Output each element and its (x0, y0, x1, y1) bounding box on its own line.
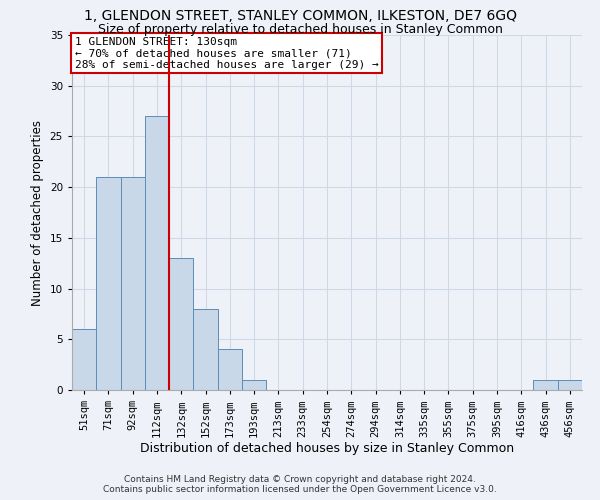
Bar (218, 350, 242, 390)
Bar (169, 258, 193, 390)
Bar (145, 116, 169, 390)
Bar (533, 380, 558, 390)
Text: Size of property relative to detached houses in Stanley Common: Size of property relative to detached ho… (98, 22, 502, 36)
Text: Contains HM Land Registry data © Crown copyright and database right 2024.
Contai: Contains HM Land Registry data © Crown c… (103, 474, 497, 494)
Bar (96, 177, 121, 390)
Bar (193, 309, 218, 390)
Bar (558, 380, 582, 390)
Text: 1 GLENDON STREET: 130sqm
← 70% of detached houses are smaller (71)
28% of semi-d: 1 GLENDON STREET: 130sqm ← 70% of detach… (74, 37, 379, 70)
X-axis label: Distribution of detached houses by size in Stanley Common: Distribution of detached houses by size … (140, 442, 514, 455)
Y-axis label: Number of detached properties: Number of detached properties (31, 120, 44, 306)
Bar (72, 329, 96, 390)
Bar (121, 177, 145, 390)
Bar (242, 380, 266, 390)
Text: 1, GLENDON STREET, STANLEY COMMON, ILKESTON, DE7 6GQ: 1, GLENDON STREET, STANLEY COMMON, ILKES… (83, 9, 517, 23)
